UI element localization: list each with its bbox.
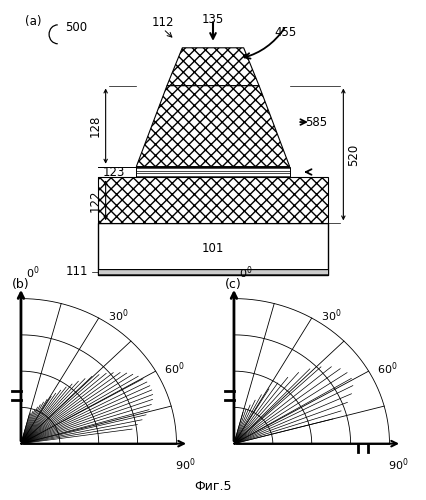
Text: 123: 123 bbox=[102, 166, 125, 178]
Text: 60$^0$: 60$^0$ bbox=[377, 360, 398, 376]
Text: 111: 111 bbox=[66, 265, 89, 278]
Bar bbox=[136, 166, 290, 177]
Text: 30$^0$: 30$^0$ bbox=[321, 308, 342, 324]
Text: 128: 128 bbox=[89, 115, 102, 138]
Text: 90$^0$: 90$^0$ bbox=[389, 456, 409, 473]
Text: 112: 112 bbox=[152, 16, 174, 29]
Text: 135: 135 bbox=[202, 12, 224, 26]
Bar bbox=[98, 178, 328, 224]
Text: 585: 585 bbox=[305, 116, 327, 128]
Bar bbox=[98, 224, 328, 274]
Bar bbox=[98, 268, 328, 274]
Text: 455: 455 bbox=[274, 26, 296, 39]
Polygon shape bbox=[167, 48, 259, 86]
Text: 90$^0$: 90$^0$ bbox=[176, 456, 196, 473]
Text: Фиг.5: Фиг.5 bbox=[194, 480, 232, 492]
Text: 520: 520 bbox=[347, 144, 360, 166]
Text: (c): (c) bbox=[225, 278, 242, 291]
Text: 101: 101 bbox=[202, 242, 224, 256]
Text: 500: 500 bbox=[66, 21, 87, 34]
Text: 122: 122 bbox=[89, 189, 102, 212]
Text: 0$^0$: 0$^0$ bbox=[26, 264, 39, 281]
Text: 30$^0$: 30$^0$ bbox=[108, 308, 129, 324]
Polygon shape bbox=[136, 86, 290, 166]
Text: 0$^0$: 0$^0$ bbox=[239, 264, 252, 281]
Text: (b): (b) bbox=[12, 278, 29, 291]
Text: (a): (a) bbox=[25, 16, 42, 28]
Text: 60$^0$: 60$^0$ bbox=[164, 360, 185, 376]
